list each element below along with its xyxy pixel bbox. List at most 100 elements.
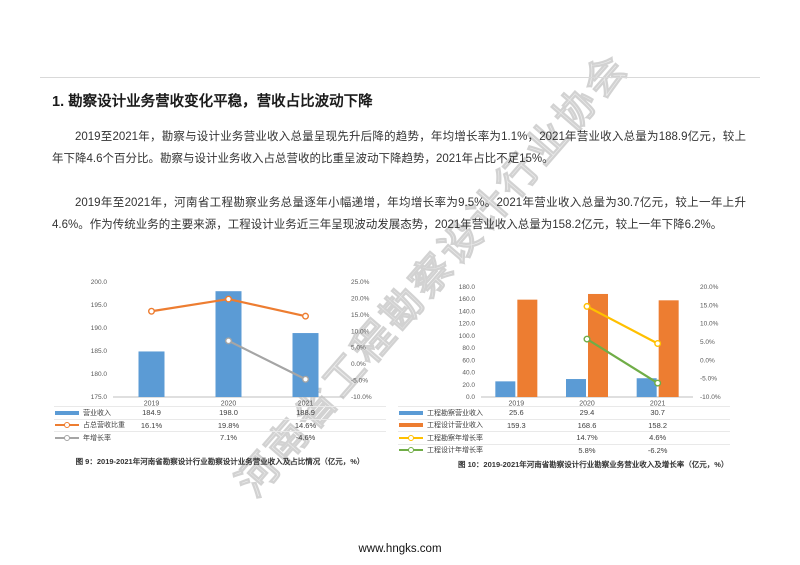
line-marker [301,312,309,320]
legend-value: 7.1% [219,433,238,443]
line-marker [301,375,309,383]
bar-swatch-icon [399,423,423,428]
chart-canvas: 200.0 195.0 190.0 185.0 180.0 175.0 25.0% 20.0%… [91,279,372,408]
legend-value: 4.6% [649,433,667,443]
legend-row: 工程设计年增长率 5.8% -6.2% [398,443,730,457]
line-marker [147,307,155,315]
line-swatch-icon [55,421,79,429]
left-axis-tick: 185.0 [91,348,108,355]
line-marker [224,337,232,345]
line-marker [224,295,232,303]
legend-series-name: 工程设计年增长率 [427,447,483,455]
legend-value: 159.3 [506,420,526,430]
paragraph-2: 2019年至2021年，河南省工程勘察业务总量逐年小幅递增，年均增长率为9.5%… [52,197,746,231]
legend-row: 年增长率 7.1% -4.6% [54,431,386,444]
right-axis-tick: 25.0% [351,279,370,286]
line-swatch-icon [399,434,423,442]
x-axis-label: 2019 [509,401,525,408]
left-axis-tick: 190.0 [91,325,108,332]
left-axis-tick: 80.0 [462,345,475,352]
legend-series-label: 年增长率 [54,433,113,443]
chart-legend-table: 营业收入 184.9 198.0 188.9 占总营收比重 16.1% 19.8% 14.6%… [54,406,386,444]
left-axis-tick: 195.0 [91,302,108,309]
legend-series-name: 工程勘察年增长率 [427,434,483,442]
bar [566,379,586,397]
left-axis-tick: 20.0 [462,382,475,389]
legend-series-label: 工程设计营业收入 [398,420,483,430]
legend-value: 168.6 [577,420,597,430]
bar-swatch-icon [399,410,423,415]
legend-value: 158.2 [648,420,668,430]
legend-series-label: 占总营收比重 [54,420,125,430]
legend-row: 营业收入 184.9 198.0 188.9 [54,406,386,419]
left-axis-tick: 180.0 [91,371,108,378]
legend-series-label: 工程勘察营业收入 [398,408,483,418]
right-axis-tick: 20.0% [351,295,370,302]
right-axis-tick: 20.0% [700,284,719,291]
legend-series-label: 工程设计年增长率 [398,445,483,455]
section-heading: 1. 勘察设计业务营收变化平稳，营收占比波动下降 [52,94,373,110]
legend-value: 198.0 [219,408,238,418]
right-axis-tick: -10.0% [700,394,721,401]
legend-value: 29.4 [579,408,595,418]
legend-series-name: 工程设计营业收入 [427,422,483,430]
x-axis-label: 2019 [144,401,160,408]
legend-row: 占总营收比重 16.1% 19.8% 14.6% [54,418,386,432]
right-axis-tick: 15.0% [351,312,370,319]
paragraph-1: 2019至2021年，勘察与设计业务营业收入总量呈现先升后降的趋势，年均增长率为… [52,131,746,165]
legend-value: 25.6 [509,408,524,418]
right-axis-tick: 10.0% [700,321,719,328]
left-axis-tick: 60.0 [462,357,475,364]
chart-survey-design-revenue: 180.0 160.0 140.0 120.0 100.0 80.0 60.0 40.0 20.… [398,272,730,484]
line-series [228,339,306,381]
line-series [586,305,659,345]
chart-revenue-share: 200.0 195.0 190.0 185.0 180.0 175.0 25.0% 20.0%… [54,272,386,484]
left-axis-tick: 180.0 [459,284,476,291]
legend-value: 5.8% [578,445,596,455]
line-marker [654,339,662,347]
legend-series-name: 营业收入 [83,409,111,417]
legend-series-name: 占总营收比重 [83,422,125,430]
right-axis-tick: 5.0% [351,345,366,352]
bar [658,300,679,397]
legend-series-label: 营业收入 [54,408,113,418]
legend-value: 30.7 [650,408,665,418]
legend-value: 188.9 [296,408,315,418]
legend-value: 14.7% [576,433,598,443]
legend-value: 19.8% [217,420,240,430]
x-axis-label: 2021 [298,401,314,408]
footer-url[interactable]: www.hngks.com [358,543,442,555]
right-axis-tick: -5.0% [351,378,368,385]
bar [636,378,657,397]
right-axis-tick: -10.0% [351,394,372,401]
right-axis-tick: 0.0% [700,357,715,364]
left-axis-tick: 0.0 [466,394,475,401]
legend-value: 16.1% [140,420,163,430]
right-axis-tick: 15.0% [700,302,719,309]
line-marker [583,302,591,310]
chart-caption: 图 10：2019-2021年河南省勘察设计行业勘察业务营业收入及增长率（亿元，… [458,460,729,469]
chart-caption: 图 9：2019-2021年河南省勘察设计行业勘察设计业务营业收入及占比情况（亿… [75,457,365,466]
left-axis-tick: 175.0 [91,394,108,401]
line-swatch-icon [55,434,79,442]
legend-value: 14.6% [294,420,317,430]
legend-row: 工程设计营业收入 159.3 168.6 158.2 [398,418,730,432]
bar [292,333,319,397]
bar-swatch-icon [55,410,79,415]
right-axis-tick: 10.0% [351,328,370,335]
line-swatch-icon [399,446,423,454]
bar [495,381,516,397]
left-axis-tick: 100.0 [459,333,476,340]
bar [138,351,165,397]
legend-row: 工程勘察年增长率 14.7% 4.6% [398,431,730,444]
bar [517,299,538,397]
line-marker [654,379,662,387]
right-axis-tick: 5.0% [700,339,715,346]
x-axis-label: 2020 [221,401,237,408]
left-axis-tick: 200.0 [91,279,108,286]
chart-canvas: 180.0 160.0 140.0 120.0 100.0 80.0 60.0 40.0 20.… [459,284,721,408]
legend-series-name: 工程勘察营业收入 [427,409,483,417]
right-axis-tick: 0.0% [351,361,366,368]
legend-row: 工程勘察营业收入 25.6 29.4 30.7 [398,406,730,419]
